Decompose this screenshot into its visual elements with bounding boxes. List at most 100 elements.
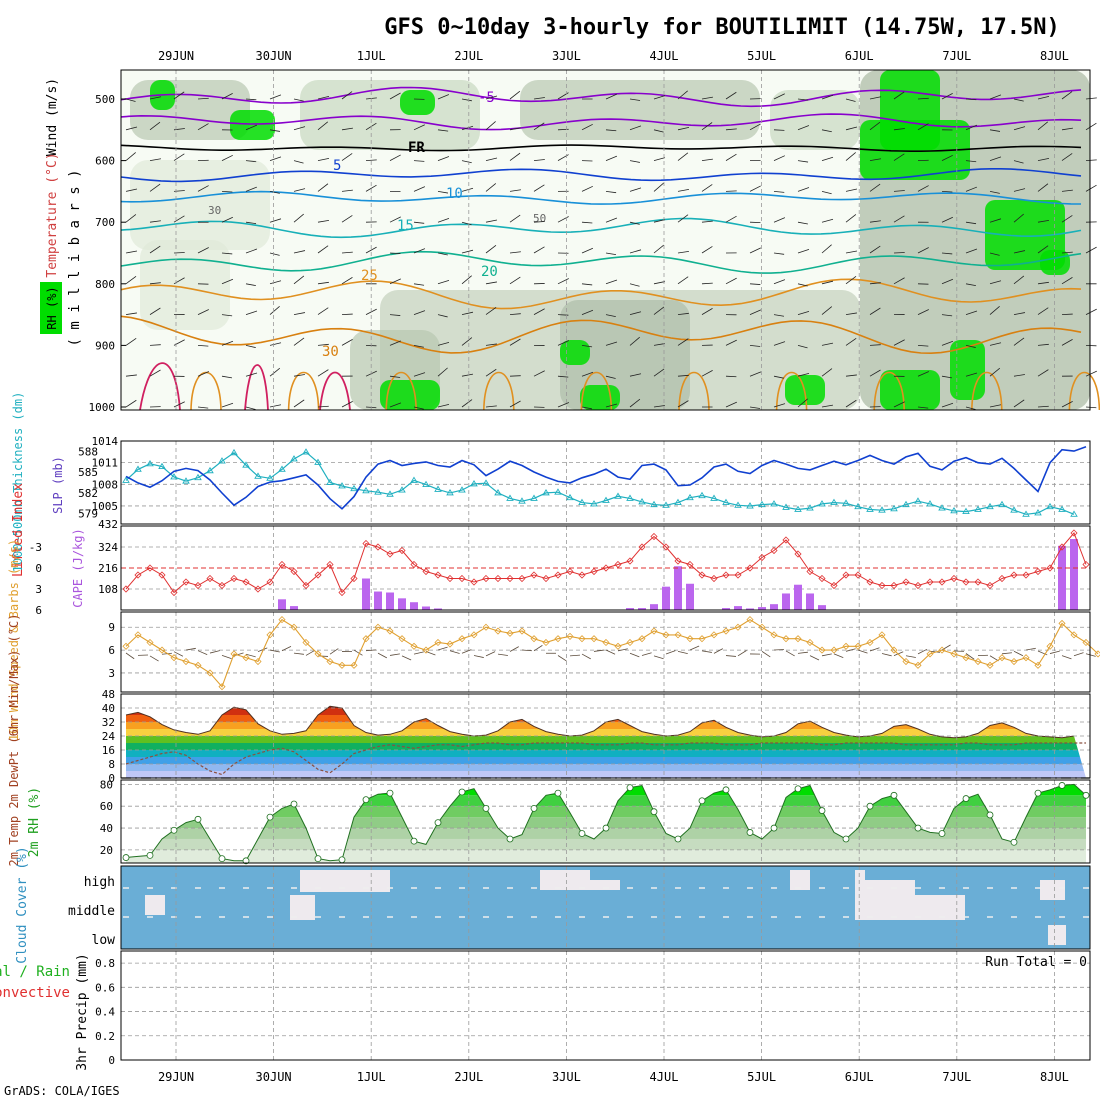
wind-barb [149,183,161,192]
wind10m-barb [257,647,268,652]
wind-barb [413,345,424,348]
wind-barb [245,310,258,315]
wind-barb [677,312,689,315]
wind-barb [293,188,306,192]
wind-barb [221,92,233,100]
temp-band [126,729,1086,736]
isotherm-line [120,168,1082,183]
rh-marker [914,824,922,832]
wind10m-barb [317,655,329,657]
wind-barb [317,281,329,285]
precip-tick-label: 0.6 [95,981,115,994]
thickness-marker [998,500,1006,508]
credit-label: GrADS: COLA/IGES [4,1084,120,1098]
wind-barb [941,402,954,408]
isotherm-loop [775,371,808,411]
li-tick-label: 6 [35,604,42,617]
date-tick-top: 7JUL [942,49,971,63]
wind10m-marker [1010,657,1018,666]
wind-barb [1013,250,1026,254]
wind10m-marker [410,642,418,650]
thickness-marker [1034,509,1042,516]
wind-barb [1013,213,1024,223]
rh-contour-label: 50 [533,212,546,225]
cloud-block [790,870,810,890]
wind-barb [317,405,329,408]
wind-barb [773,341,786,346]
wind-barb [1061,313,1073,315]
wind10m-barb [197,650,208,655]
thickness-marker [218,457,226,464]
wind-barb [773,375,784,379]
wind-barb [869,282,881,285]
slp-axis-label: SLP (mb) [51,456,65,514]
wind-barb [749,283,761,285]
isotherm-loop [287,371,320,411]
rh-shade [300,80,480,150]
thickness-marker [926,500,934,507]
wind10m-marker [758,623,766,631]
wind-barb [533,221,545,223]
li-marker [986,581,994,590]
wind-barb [245,98,257,101]
wind-barb [965,283,976,287]
li-marker [818,574,826,583]
wind-barb [845,337,857,346]
wind-barb [941,191,953,193]
thickness-marker [578,498,586,506]
rh-marker [1058,782,1066,789]
wind-barb [149,282,161,285]
thickness-marker [614,492,622,499]
wind-barb [869,369,881,377]
rh-marker [194,815,202,823]
wind-barb [605,129,617,132]
wind-barb [677,90,688,100]
wind-barb [965,372,978,377]
wind-barb [269,280,282,285]
wind10m-barb [533,645,543,652]
wind-barb [437,156,450,161]
thickness-marker [398,486,406,493]
wind-barb [917,247,929,254]
wind-barb [125,152,136,161]
thickness-marker [518,497,526,504]
li-marker [158,571,166,579]
wind10m-marker [1022,654,1030,662]
wind-barb [1013,312,1026,315]
li-marker [482,574,490,583]
wind10m-marker [254,657,262,666]
pressure-axis-label: ( m i l l i b a r s ) [67,169,83,346]
wind10m-marker [350,661,358,669]
rh-high-zone [560,340,590,365]
wind-barb [413,283,425,286]
li-series [125,532,1087,594]
wind-barb [1085,246,1097,254]
date-tick-bottom: 6JUL [845,1070,874,1084]
wind-barb [941,375,953,379]
date-tick-bottom: 4JUL [650,1070,679,1084]
wind10m-barb [665,650,676,655]
rh-marker [1082,791,1090,799]
wind-barb [581,371,594,377]
wind10m-marker [122,642,130,650]
wind10m-marker [146,638,154,647]
rh-shade [560,300,690,410]
wind-barb [965,248,978,254]
wind-barb [413,406,424,410]
wind-barb [245,406,256,410]
thickness-marker [194,473,202,481]
wind-barb [749,123,761,131]
cape-tick-label: 216 [98,562,118,575]
wind-barb [389,314,401,316]
wind-barb [197,309,209,315]
rh-band [126,838,1086,850]
wind-barb [821,94,834,100]
wind-barb [653,343,666,346]
wind-barb [797,373,810,377]
li-marker [674,557,682,565]
thickness-marker [938,504,946,511]
wind10m-marker [1046,642,1054,650]
temp-band [126,736,1086,743]
wind-barb [605,341,618,346]
wind-barb [1061,215,1073,223]
